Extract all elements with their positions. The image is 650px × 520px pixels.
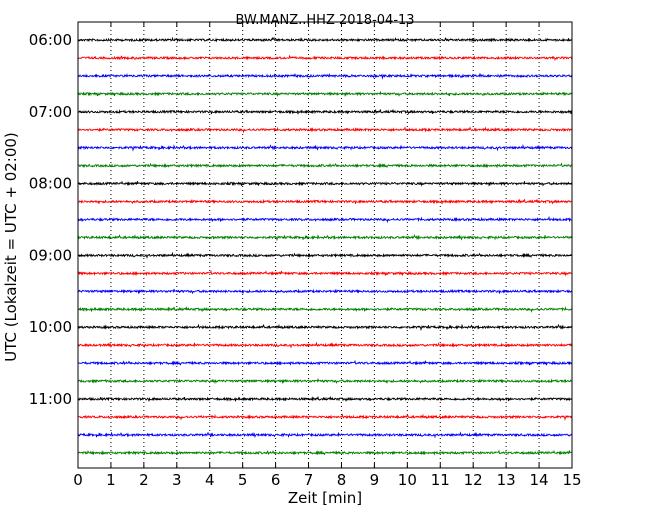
seismic-trace [77,449,573,456]
x-tick-label: 14 [530,471,549,489]
x-tick-label: 13 [497,471,516,489]
seismic-trace [77,431,573,439]
seismic-trace [77,215,573,224]
y-axis-title: UTC (Lokalzeit = UTC + 02:00) [2,132,20,362]
x-tick-label: 9 [370,471,380,489]
seismic-trace [77,269,573,277]
seismic-trace [77,395,573,402]
x-tick-label: 3 [172,471,182,489]
seismic-trace [77,198,573,205]
seismic-trace [77,288,573,295]
seismic-trace [77,323,573,332]
trace-layer [77,36,573,456]
seismic-trace [77,251,573,260]
seismic-trace [77,180,573,187]
seismic-trace [77,341,573,349]
x-axis-title: Zeit [min] [288,489,362,507]
seismic-trace [77,162,573,169]
chart-title: BW.MANZ..HHZ 2018-04-13 [235,13,414,28]
seismic-trace [77,72,573,80]
x-tick-label: 7 [304,471,314,489]
seismic-trace [77,91,573,98]
x-tick-label: 8 [337,471,347,489]
seismic-trace [77,413,573,421]
seismic-trace [77,234,573,242]
seismic-trace [77,126,573,134]
seismic-trace [77,378,573,385]
x-tick-label: 4 [205,471,215,489]
x-tick-label: 6 [271,471,281,489]
x-tick-label: 5 [238,471,248,489]
x-tick-label: 0 [73,471,83,489]
seismic-trace [77,36,573,43]
y-tick-label: 06:00 [29,31,72,49]
x-tick-label: 10 [398,471,417,489]
y-tick-label: 09:00 [29,246,72,264]
grid-layer [110,22,540,468]
plot-frame [77,21,573,469]
seismic-trace [77,306,573,314]
x-tick-label: 15 [562,471,581,489]
y-tick-label: 07:00 [29,103,72,121]
y-tick-label: 10:00 [29,318,72,336]
y-tick-label: 08:00 [29,175,72,193]
x-tick-label: 12 [464,471,483,489]
tick-layer: 0 1 2 3 4 5 6 7 8 9 10 11 12 13 14 1506:0007:0008:0009:… [29,22,582,489]
x-tick-label: 11 [431,471,450,489]
y-tick-label: 11:00 [29,390,72,408]
seismic-trace [77,108,573,115]
x-tick-label: 2 [139,471,149,489]
seismic-trace [77,359,573,366]
seismic-trace [77,54,573,62]
x-tick-label: 1 [106,471,116,489]
seismic-trace [77,143,573,152]
